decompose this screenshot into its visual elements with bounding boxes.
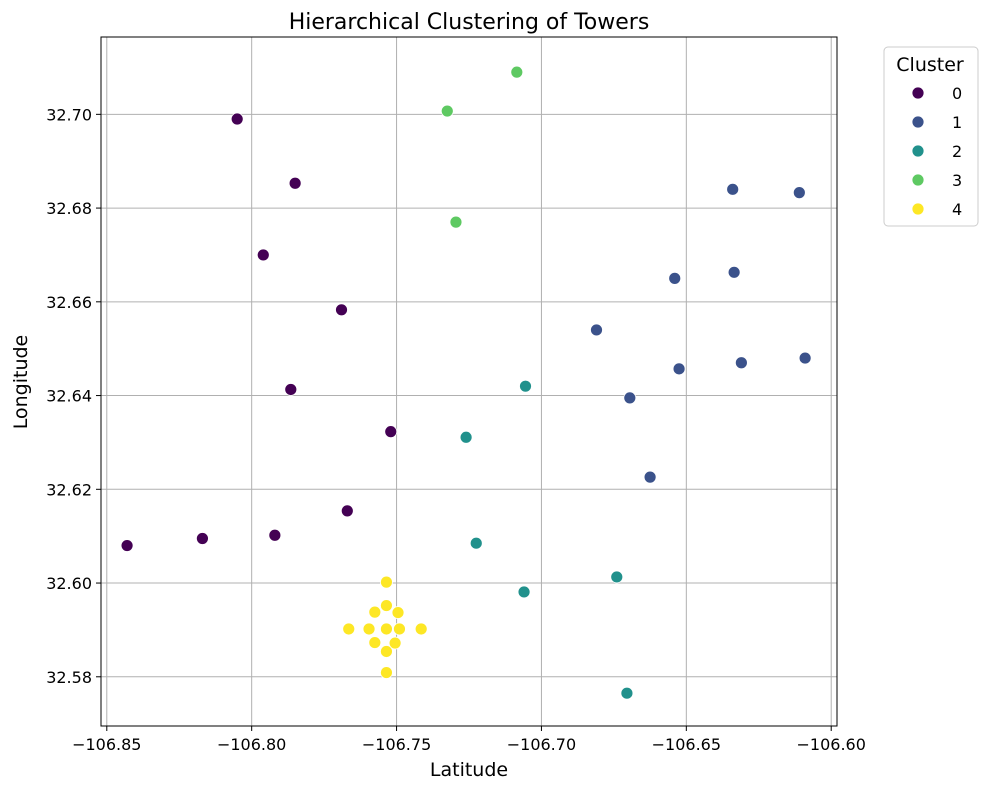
y-tick-label: 32.66 [46, 293, 92, 312]
y-tick-label: 32.62 [46, 480, 92, 499]
legend-label: 4 [952, 200, 962, 219]
data-point [380, 575, 393, 589]
legend-item: 1 [911, 113, 962, 132]
data-point [517, 585, 531, 599]
data-point [230, 112, 244, 126]
data-point [362, 622, 376, 636]
data-point [284, 383, 298, 396]
y-axis-label: Longitude [10, 335, 32, 430]
data-point [268, 528, 282, 542]
data-point [519, 379, 532, 393]
data-point [256, 248, 270, 262]
data-point [672, 362, 686, 376]
gridlines [101, 37, 837, 726]
legend-label: 2 [952, 142, 962, 161]
legend-marker [911, 202, 925, 216]
x-tick-label: −106.85 [72, 735, 141, 754]
data-point [120, 539, 134, 552]
data-point [380, 622, 393, 636]
data-point [368, 636, 382, 649]
cluster-4-series [342, 575, 428, 679]
data-point [384, 425, 398, 439]
legend-marker [911, 144, 925, 158]
legend-frame [883, 46, 979, 227]
legend-label: 1 [952, 113, 962, 132]
legend-label: 3 [952, 171, 962, 190]
data-point [510, 65, 524, 79]
y-axis-ticks: 32.58 32.60 32.62 32.64 32.66 32.68 32.70 [46, 105, 101, 687]
data-point [335, 303, 348, 317]
y-tick-label: 32.58 [46, 668, 92, 687]
data-point [340, 504, 354, 518]
data-point [440, 104, 454, 118]
cluster-0-series [120, 112, 398, 552]
plot-frame [100, 36, 838, 727]
chart-title: Hierarchical Clustering of Towers [289, 10, 650, 35]
x-tick-label: −106.60 [797, 735, 866, 754]
y-tick-label: 32.70 [46, 105, 92, 124]
data-point [792, 186, 806, 200]
legend-items: 0 1 2 3 4 [911, 84, 962, 219]
data-point [380, 645, 393, 658]
legend-item: 4 [911, 200, 962, 219]
data-point [388, 636, 402, 650]
x-tick-label: −106.65 [652, 735, 721, 754]
data-point [620, 686, 634, 700]
legend-marker [911, 115, 925, 129]
legend: Cluster 0 1 2 3 4 [883, 46, 979, 227]
legend-item: 2 [911, 142, 962, 161]
cluster-1-series [590, 182, 812, 484]
x-axis-label: Latitude [430, 759, 508, 781]
data-point [414, 622, 428, 636]
x-tick-label: −106.70 [507, 735, 576, 754]
data-point [798, 351, 812, 365]
y-tick-label: 32.64 [46, 387, 92, 406]
data-point [342, 622, 356, 636]
data-point [449, 215, 463, 229]
legend-title: Cluster [896, 54, 964, 76]
data-point [380, 666, 393, 679]
data-point [288, 176, 302, 190]
legend-marker [911, 86, 925, 100]
y-tick-label: 32.68 [46, 199, 92, 218]
legend-item: 3 [911, 171, 962, 190]
data-point [727, 265, 741, 279]
data-point [668, 271, 682, 285]
legend-label: 0 [952, 84, 962, 103]
y-tick-label: 32.60 [46, 574, 92, 593]
cluster-3-series [440, 65, 524, 229]
legend-marker [911, 173, 925, 187]
data-point [726, 182, 740, 196]
x-tick-label: −106.75 [362, 735, 431, 754]
data-point [391, 606, 405, 619]
x-axis-ticks: −106.85 −106.80 −106.75 −106.70 −106.65 −106.… [72, 726, 866, 754]
data-point [469, 536, 483, 550]
data-point [380, 599, 393, 612]
data-point [393, 622, 406, 636]
data-point [590, 323, 603, 337]
data-point [196, 532, 209, 545]
data-point [459, 430, 473, 444]
data-point [623, 391, 637, 405]
data-point [643, 470, 657, 484]
data-points [120, 65, 812, 700]
data-point [610, 570, 624, 584]
data-point [368, 605, 382, 619]
legend-item: 0 [911, 84, 962, 103]
cluster-2-series [459, 379, 634, 700]
data-point [734, 356, 748, 370]
x-tick-label: −106.80 [217, 735, 286, 754]
